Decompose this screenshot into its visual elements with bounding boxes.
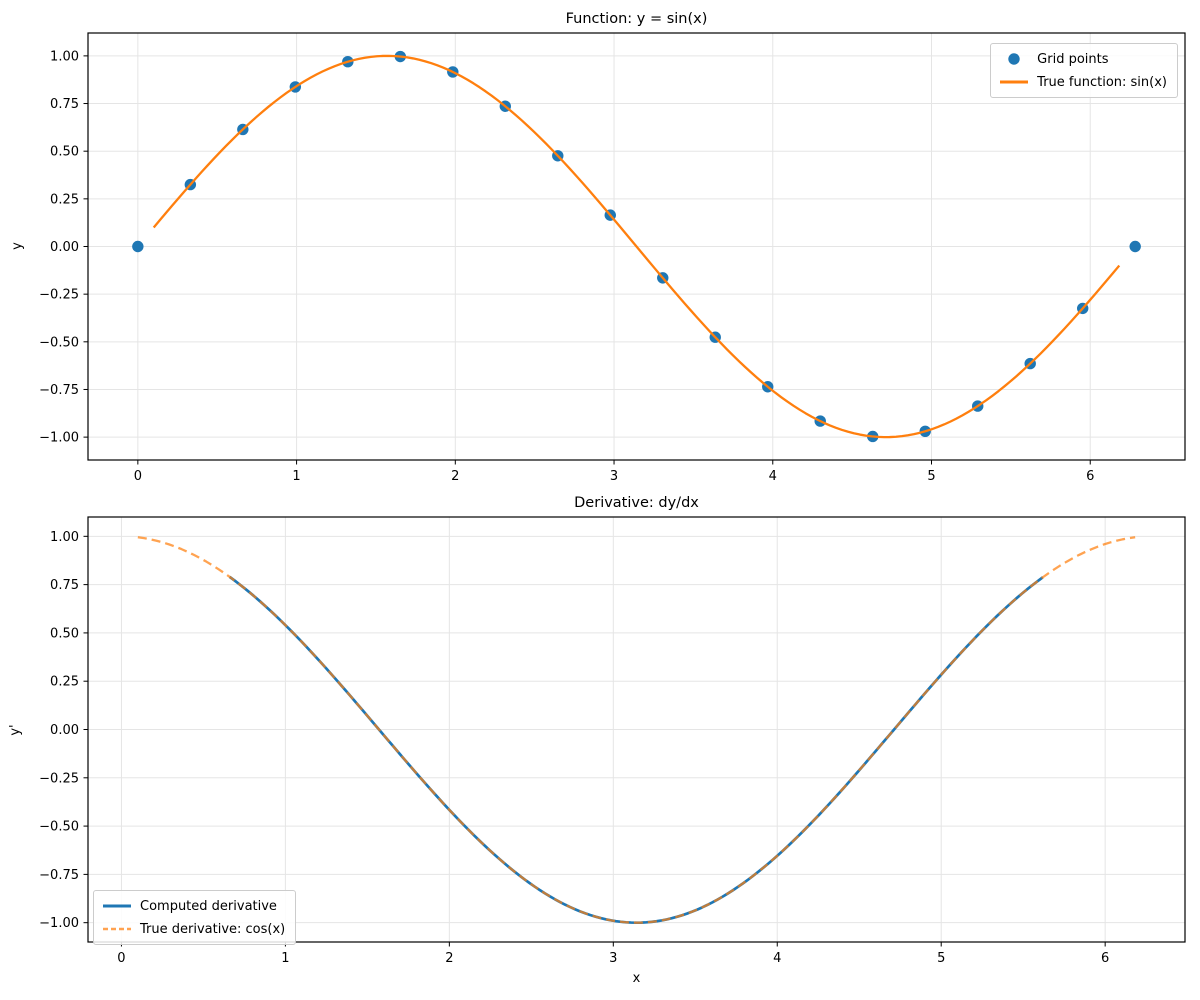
scatter-point <box>1129 240 1141 253</box>
y-tick-label: 0.50 <box>50 626 79 641</box>
x-tick-label: 6 <box>1101 951 1109 966</box>
legend-item-grid-points: Grid points <box>999 49 1167 69</box>
x-tick-label: 6 <box>1086 469 1094 484</box>
legend-label: True derivative: cos(x) <box>140 921 286 937</box>
y-tick-label: 0.75 <box>50 578 79 593</box>
legend-item-computed-derivative: Computed derivative <box>102 896 285 916</box>
x-tick-label: 1 <box>281 951 289 966</box>
scatter-marker-icon <box>999 52 1029 66</box>
function-chart-title: Function: y = sin(x) <box>565 11 708 27</box>
scatter-point <box>132 240 144 253</box>
x-tick-label: 2 <box>451 469 459 484</box>
dashed-line-swatch-icon <box>102 922 132 936</box>
y-tick-label: 0.00 <box>50 240 79 255</box>
y-tick-label: 0.25 <box>50 675 79 690</box>
y-tick-label: −0.50 <box>39 820 79 835</box>
x-axis-label: x <box>632 971 641 986</box>
y-tick-label: 0.00 <box>50 723 79 738</box>
function-y-axis-label: y <box>9 242 25 250</box>
legend-item-true-derivative: True derivative: cos(x) <box>102 919 285 939</box>
x-tick-label: 4 <box>769 469 777 484</box>
solid-line-swatch-icon <box>999 75 1029 89</box>
legend-label: Grid points <box>1037 51 1109 67</box>
y-tick-label: 1.00 <box>50 49 79 64</box>
legend-label: True function: sin(x) <box>1037 74 1167 90</box>
solid-line-swatch-icon <box>102 899 132 913</box>
y-tick-label: −0.75 <box>39 383 79 398</box>
cos-curve <box>228 575 1044 925</box>
x-tick-label: 0 <box>134 469 142 484</box>
derivative-chart-legend: Computed derivative True derivative: cos… <box>93 890 297 945</box>
function-chart-legend: Grid points True function: sin(x) <box>990 43 1178 98</box>
y-tick-label: 0.75 <box>50 97 79 112</box>
x-tick-label: 3 <box>609 951 617 966</box>
x-tick-label: 2 <box>445 951 453 966</box>
x-tick-label: 5 <box>927 469 935 484</box>
derivative-y-axis-label: y' <box>7 724 23 736</box>
x-tick-label: 1 <box>292 469 300 484</box>
cos-curve <box>137 536 1136 924</box>
y-tick-label: 0.25 <box>50 192 79 207</box>
y-tick-label: −0.25 <box>39 771 79 786</box>
sin-curve <box>152 54 1121 439</box>
x-tick-label: 5 <box>937 951 945 966</box>
x-tick-label: 3 <box>610 469 618 484</box>
y-tick-label: −0.75 <box>39 868 79 883</box>
x-tick-label: 0 <box>117 951 125 966</box>
y-tick-label: −1.00 <box>39 431 79 446</box>
y-tick-label: −0.25 <box>39 288 79 303</box>
legend-item-true-function: True function: sin(x) <box>999 72 1167 92</box>
y-tick-label: 0.50 <box>50 145 79 160</box>
x-tick-label: 4 <box>773 951 781 966</box>
y-tick-label: −0.50 <box>39 335 79 350</box>
y-tick-label: −1.00 <box>39 916 79 931</box>
y-tick-label: 1.00 <box>50 530 79 545</box>
derivative-chart-title: Derivative: dy/dx <box>574 495 699 511</box>
legend-label: Computed derivative <box>140 898 277 914</box>
